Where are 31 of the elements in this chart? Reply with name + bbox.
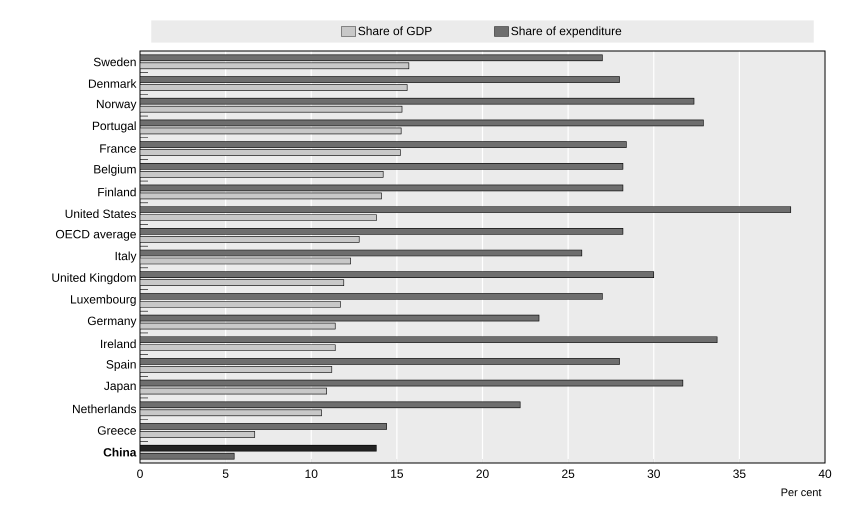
x-tick-label: 30 xyxy=(648,470,660,478)
y-tick-label: Sweden xyxy=(94,57,136,66)
y-tick-label: Japan xyxy=(104,382,136,392)
y-tick-label: Finland xyxy=(98,188,136,196)
x-tick-label: 15 xyxy=(391,470,404,478)
y-tick-label: China xyxy=(104,448,136,457)
x-tick-label: 40 xyxy=(818,470,832,478)
legend-label: Share of expenditure xyxy=(511,26,622,38)
y-tick-label: OECD average xyxy=(56,230,136,241)
y-tick-label: Spain xyxy=(106,360,136,371)
y-tick-label: Ireland xyxy=(101,339,136,348)
y-tick-label: Denmark xyxy=(88,79,136,88)
x-tick-label: 25 xyxy=(562,470,574,478)
x-tick-label: 0 xyxy=(137,470,143,478)
y-tick-label: Germany xyxy=(88,316,136,328)
x-tick-label: 5 xyxy=(222,470,228,478)
y-tick-label: Belgium xyxy=(94,164,136,176)
y-tick-label: Luxembourg xyxy=(71,294,136,306)
x-tick-label: 10 xyxy=(306,470,318,478)
y-tick-label: Italy xyxy=(116,251,136,263)
y-tick-label: Netherlands xyxy=(73,404,136,414)
y-tick-label: Norway xyxy=(96,100,136,111)
x-axis-title: Per cent xyxy=(782,488,822,496)
x-tick-label: 35 xyxy=(733,470,746,478)
y-tick-label: France xyxy=(100,144,136,153)
y-tick-label: United Kingdom xyxy=(52,273,136,284)
legend-label: Share of GDP xyxy=(358,26,432,36)
y-tick-label: Portugal xyxy=(92,121,136,132)
y-tick-label: United States xyxy=(66,209,136,218)
y-tick-label: Greece xyxy=(98,426,136,435)
x-tick-label: 20 xyxy=(476,470,489,478)
